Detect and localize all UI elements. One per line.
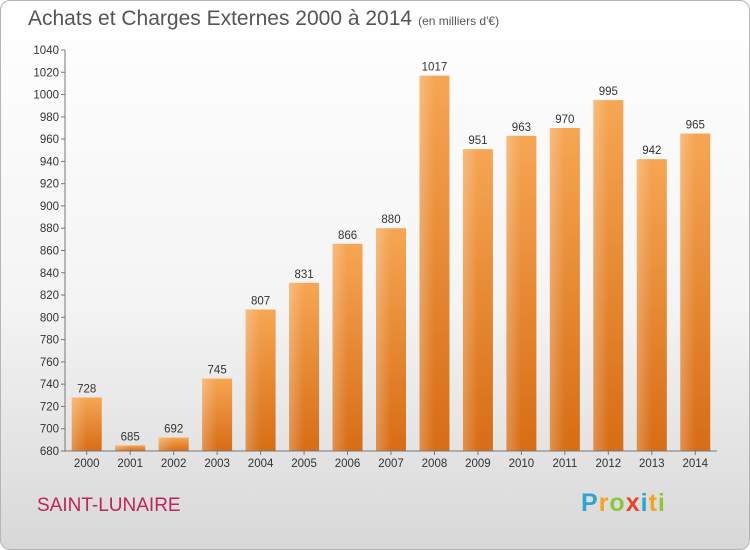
x-tick-label: 2006 [335, 458, 361, 470]
y-axis: 680 700 720 740 760 780 800 820 840 860 880 900 920 9… [33, 45, 66, 458]
bar-highlight [289, 282, 305, 451]
chart-title-text: Achats et Charges Externes 2000 à 2014 [28, 7, 413, 30]
y-tick-label: 880 [40, 223, 59, 235]
x-tick-label: 2009 [465, 458, 491, 470]
chart-unit: (en milliers d'€) [418, 14, 500, 28]
chart-title: Achats et Charges Externes 2000 à 2014 (e… [28, 7, 499, 31]
bar-value-label: 963 [512, 122, 531, 134]
x-tick-label: 2008 [422, 458, 448, 470]
y-tick-label: 740 [40, 379, 59, 391]
bar-highlight [245, 309, 261, 451]
bar-highlight [71, 397, 87, 451]
y-tick-label: 980 [40, 112, 59, 124]
bar-value-label: 692 [164, 424, 183, 436]
bar-value-label: 970 [555, 114, 574, 126]
bar-highlight [636, 159, 652, 451]
bar-value-label: 942 [642, 145, 661, 157]
bar-highlight [376, 228, 391, 451]
y-tick-label: 960 [40, 134, 59, 146]
y-tick-label: 700 [40, 424, 59, 436]
x-tick-label: 2003 [204, 458, 230, 470]
y-tick-label: 780 [40, 335, 59, 347]
logo-letter: i [640, 489, 649, 517]
x-tick-label: 2007 [378, 458, 404, 470]
x-tick-label: 2011 [552, 458, 577, 470]
bars: 728 685 692 745 807 831 866 880 1017 951 963 970 995… [71, 62, 711, 451]
x-tick-label: 2001 [117, 458, 143, 470]
x-tick-label: 2013 [639, 458, 665, 470]
logo-letter: i [657, 489, 666, 517]
bar-value-label: 807 [251, 296, 270, 308]
x-tick-label: 2012 [596, 458, 622, 470]
x-axis: 2000 2001 2002 2003 2004 2005 2006 2007 2008 2009… [65, 450, 717, 470]
bar-value-label: 995 [599, 86, 618, 98]
x-tick-label: 2004 [248, 458, 274, 470]
bar-value-label: 1017 [422, 62, 448, 74]
y-tick-label: 1020 [33, 67, 59, 79]
bar-highlight [549, 127, 565, 451]
y-tick-label: 920 [40, 179, 59, 191]
bar-value-label: 831 [294, 269, 313, 281]
y-tick-label: 1040 [33, 45, 59, 57]
bar-highlight [593, 100, 609, 451]
bar-highlight [115, 445, 131, 451]
y-tick-label: 860 [40, 246, 59, 258]
y-tick-label: 720 [40, 401, 59, 413]
logo-letter: r [598, 489, 610, 517]
y-tick-label: 680 [40, 446, 59, 458]
bar-value-label: 745 [208, 365, 227, 377]
city-name: SAINT-LUNAIRE [37, 495, 181, 516]
bar-highlight [158, 437, 174, 451]
x-tick-label: 2005 [291, 458, 317, 470]
logo-letter: o [609, 489, 626, 517]
bar-highlight [332, 243, 348, 451]
y-tick-label: 840 [40, 268, 59, 280]
y-tick-label: 760 [40, 357, 59, 369]
y-tick-label: 940 [40, 156, 59, 168]
logo-letter: x [625, 489, 641, 517]
x-tick-label: 2014 [682, 458, 708, 470]
bar-highlight [462, 149, 478, 451]
logo-letter: P [581, 489, 599, 517]
bar-value-label: 880 [381, 214, 400, 226]
bar-value-label: 951 [468, 135, 487, 147]
bar-value-label: 685 [121, 431, 140, 443]
x-tick-label: 2002 [161, 458, 187, 470]
x-tick-label: 2010 [509, 458, 535, 470]
bar-highlight [419, 75, 435, 451]
y-tick-label: 820 [40, 290, 59, 302]
bar-highlight [680, 133, 696, 451]
bar-highlight [202, 378, 218, 451]
logo-letter: t [648, 489, 658, 517]
bar-value-label: 866 [338, 230, 357, 242]
bar-value-label: 728 [77, 384, 96, 396]
bar-highlight [506, 135, 522, 451]
y-tick-label: 1000 [33, 90, 59, 102]
x-tick-label: 2000 [74, 458, 100, 470]
y-tick-label: 800 [40, 312, 59, 324]
y-tick-label: 900 [40, 201, 59, 213]
bar-value-label: 965 [686, 120, 705, 132]
proxiti-logo: Proxiti [581, 489, 666, 518]
